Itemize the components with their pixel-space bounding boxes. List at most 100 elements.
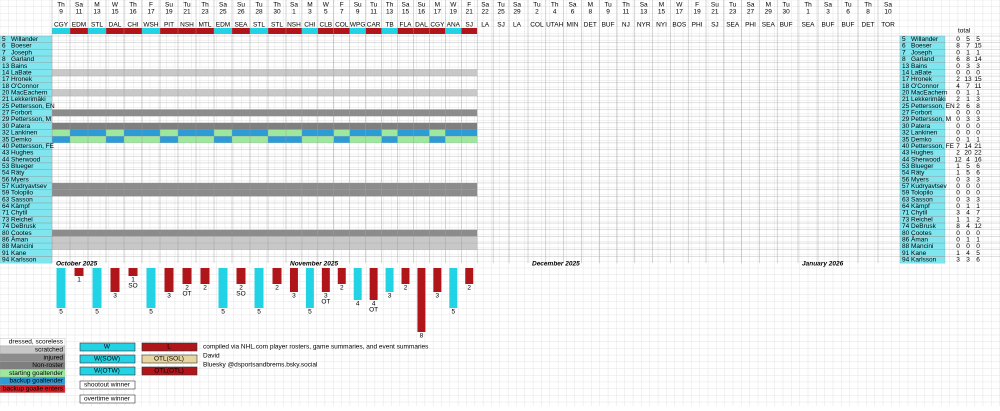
game-cell [52,109,70,117]
player-number: 13 [902,63,910,70]
game-cell [268,122,286,130]
player-total: 3 [976,196,980,203]
player-total: 1 [956,170,960,177]
game-cell [413,182,430,190]
game-cell [301,69,318,77]
day-of-week: Sa [481,2,489,9]
game-cell [70,109,88,117]
game-cell [250,69,268,77]
day-of-week: Tu [497,2,505,9]
player-number: 63 [902,196,910,203]
game-number-cell [142,28,160,34]
player-total: 3 [966,176,970,183]
game-date: 1 [806,9,810,16]
player-total: 0 [956,123,960,130]
player-number: 18 [902,83,910,90]
game-cell [88,189,106,197]
game-number-cell [196,28,214,34]
player-total: 1 [966,203,970,210]
result-label: 2 [203,285,207,292]
legend-swatch [0,338,66,346]
game-cell [250,189,268,197]
player-total: 12 [954,156,962,163]
player-number: 59 [902,190,910,197]
player-total: 8 [956,223,960,230]
player-total: 4 [966,210,970,217]
game-date: 26 [237,9,245,16]
game-cell [160,109,178,117]
game-cell [142,189,160,197]
opponent: COL [335,22,349,29]
legend-label: W [104,344,111,351]
game-cell [88,109,106,117]
game-cell [317,89,334,97]
legend-label: starting goaltender [9,370,64,377]
game-cell [349,69,366,77]
opponent: PIT [164,22,174,29]
game-cell [196,243,214,250]
game-date: 3 [308,9,312,16]
player-total: 5 [966,36,970,43]
game-cell [52,69,70,77]
player-number: 20 [2,89,10,96]
game-date: 30 [782,9,790,16]
game-cell [461,243,478,250]
game-cell [142,89,160,97]
result-bar [369,268,378,300]
game-cell [142,69,160,77]
result-note: OT [369,307,378,314]
opponent: SEA [234,22,248,29]
player-number: 21 [2,96,10,103]
game-number-cell [429,28,446,34]
player-number: 5 [902,36,906,43]
player-name: LaBate [11,69,32,76]
game-cell [429,89,446,97]
game-cell [365,136,382,143]
result-label: 4 [356,301,360,308]
opponent: WPG [350,22,366,29]
player-total: 0 [966,183,970,190]
result-label: 1 [131,277,135,284]
opponent: SJ [497,22,505,29]
opponent: STL [253,22,265,29]
player-name: Åman [911,234,928,243]
game-cell [445,243,462,250]
game-cell [413,89,430,97]
game-cell [268,129,286,137]
player-name: Joseph [911,49,932,56]
game-number-cell [333,28,350,34]
opponent: SJ [711,22,719,29]
game-cell [250,122,268,130]
result-label: 5 [59,309,63,316]
player-total: 3 [976,96,980,103]
result-label: 5 [308,309,312,316]
result-bar [321,268,330,292]
player-number: 94 [902,256,910,263]
game-cell [232,229,250,237]
game-date: 15 [658,9,666,16]
game-cell [268,243,286,250]
player-number: 57 [2,183,10,190]
result-bar [254,268,264,308]
day-of-week: Tu [729,2,737,9]
game-date: 17 [147,9,155,16]
game-number-cell [445,28,462,34]
game-cell [124,236,142,244]
result-note: SO [128,283,137,290]
opponent: ANA [447,22,461,29]
player-total: 0 [966,230,970,237]
player-total: 0 [966,190,970,197]
result-bar [385,268,394,292]
result-bar [182,268,192,284]
player-name: Karlsson [11,256,37,263]
player-total: 12 [974,223,982,230]
game-cell [301,136,318,143]
player-name: Garland [11,56,35,63]
game-cell [106,189,124,197]
game-date: 7 [340,9,344,16]
result-bar [110,268,120,292]
player-number: 53 [902,163,910,170]
game-date: 6 [571,9,575,16]
game-cell [349,236,366,244]
day-of-week: Tu [844,2,852,9]
